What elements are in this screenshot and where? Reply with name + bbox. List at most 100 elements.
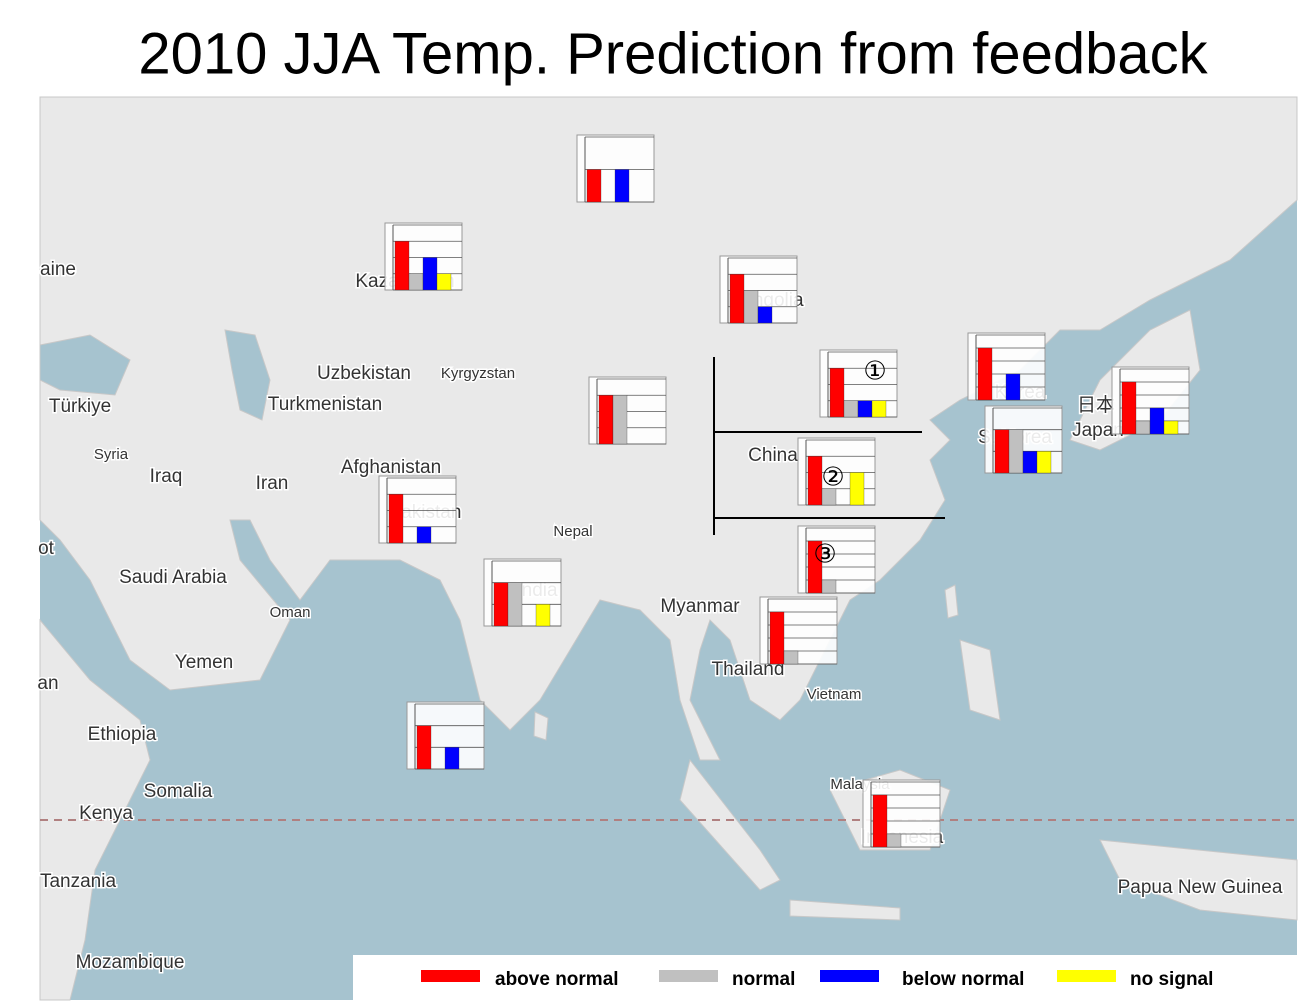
- bar: [422, 257, 438, 291]
- mini-chart: [819, 349, 898, 418]
- map: [39, 96, 1298, 1001]
- bar: [598, 395, 614, 445]
- bar: [1163, 420, 1179, 435]
- country-label: Iraq: [150, 466, 183, 487]
- bar: [493, 582, 509, 627]
- mini-chart: [984, 405, 1063, 474]
- bar: [849, 472, 865, 506]
- bar: [1005, 373, 1021, 401]
- bar: [783, 650, 799, 665]
- mini-chart: [576, 134, 655, 203]
- bar: [416, 725, 432, 770]
- country-label: Somalia: [144, 781, 213, 802]
- mini-chart: [384, 222, 463, 291]
- mini-chart: [719, 255, 798, 324]
- bar: [743, 290, 759, 324]
- country-label: ot: [38, 538, 55, 559]
- bar: [535, 604, 551, 627]
- land: [39, 96, 1298, 761]
- legend-label: above normal: [495, 969, 619, 990]
- country-label: Kenya: [79, 803, 133, 824]
- bar: [872, 794, 888, 848]
- bar: [729, 274, 745, 324]
- country-label: Nepal: [553, 523, 592, 540]
- land: [679, 758, 781, 891]
- bar: [416, 526, 432, 544]
- country-label: Türkiye: [49, 396, 111, 417]
- mini-chart: [588, 376, 667, 445]
- country-label: an: [37, 673, 58, 694]
- country-label: Ethiopia: [88, 724, 157, 745]
- bar: [1121, 381, 1137, 435]
- land: [39, 618, 151, 1001]
- bar: [394, 241, 410, 291]
- country-label: Myanmar: [660, 596, 740, 617]
- country-label: Syria: [94, 446, 129, 463]
- legend-label: below normal: [902, 969, 1024, 990]
- country-label: Oman: [270, 604, 311, 621]
- legend-swatch: [820, 970, 879, 982]
- legend-label: no signal: [1130, 969, 1213, 990]
- country-label: Vietnam: [807, 686, 862, 703]
- bar: [807, 540, 823, 594]
- country-label: Kyrgyzstan: [441, 365, 515, 382]
- land: [944, 584, 959, 619]
- land: [533, 711, 549, 741]
- bar: [977, 347, 993, 401]
- black-sea: [39, 334, 131, 396]
- mini-charts: ① ② ③: [378, 134, 1190, 848]
- country-label: China: [748, 445, 798, 466]
- mini-chart: [967, 332, 1046, 401]
- mini-chart: [797, 437, 876, 506]
- bar: [436, 273, 452, 291]
- country-label: 日本: [1077, 394, 1115, 416]
- bar: [1022, 451, 1038, 474]
- bar: [507, 582, 523, 627]
- caspian-sea: [224, 329, 271, 421]
- country-label: Uzbekistan: [317, 363, 411, 384]
- country-label: Turkmenistan: [268, 394, 382, 415]
- mini-chart: [862, 779, 941, 848]
- bar: [444, 747, 460, 770]
- bar: [1135, 420, 1151, 435]
- bar: [1008, 429, 1024, 474]
- bar: [843, 400, 859, 418]
- mini-chart: [797, 525, 876, 594]
- bar: [586, 169, 602, 203]
- bar: [821, 579, 837, 594]
- bar: [886, 833, 902, 848]
- bar: [857, 400, 873, 418]
- country-label: Saudi Arabia: [119, 567, 227, 588]
- mini-chart: [406, 701, 485, 770]
- bar: [829, 368, 845, 418]
- title: 2010 JJA Temp. Prediction from feedback: [138, 21, 1208, 86]
- bar: [871, 400, 887, 418]
- bar: [388, 494, 404, 544]
- bar: [614, 169, 630, 203]
- region-number: ③: [813, 540, 836, 570]
- bar: [994, 429, 1010, 474]
- land: [959, 639, 1001, 721]
- mini-chart: [1111, 366, 1190, 435]
- country-label: Papua New Guinea: [1118, 877, 1283, 898]
- bar: [821, 488, 837, 506]
- bar: [769, 611, 785, 665]
- legend-swatch: [1057, 970, 1116, 982]
- country-label: Afghanistan: [341, 457, 441, 478]
- bar: [807, 456, 823, 506]
- country-label: aine: [40, 259, 76, 280]
- bar: [1149, 407, 1165, 435]
- bar: [1036, 451, 1052, 474]
- legend-swatch: [421, 970, 480, 982]
- land: [789, 899, 901, 921]
- legend-label: normal: [732, 969, 795, 990]
- mini-chart: [759, 596, 838, 665]
- land: [1099, 839, 1298, 921]
- country-label: Tanzania: [40, 871, 116, 892]
- legend: above normal normal below normal no signal: [353, 955, 1297, 1002]
- mini-chart: [378, 475, 457, 544]
- bar: [612, 395, 628, 445]
- country-label: Mozambique: [76, 952, 185, 973]
- region-number: ①: [863, 357, 886, 387]
